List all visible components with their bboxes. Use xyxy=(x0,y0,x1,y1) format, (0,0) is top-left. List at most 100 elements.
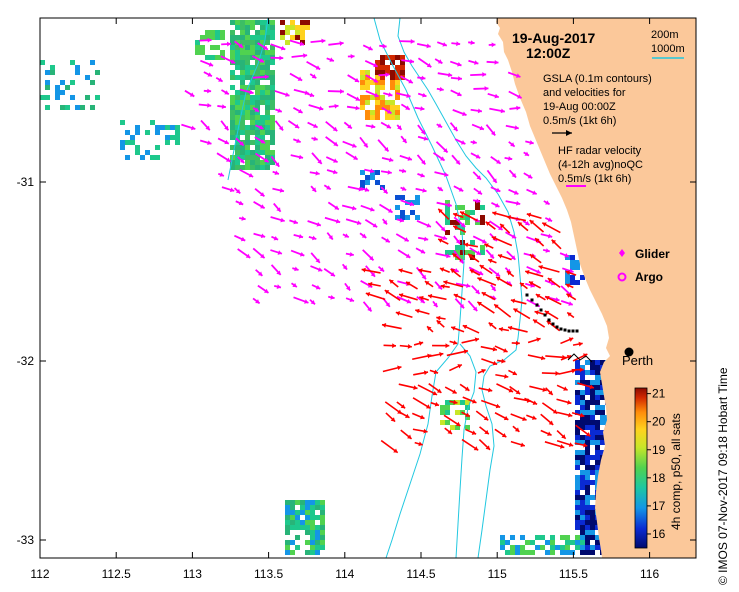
sst-pixel xyxy=(295,25,300,30)
sst-pixel xyxy=(585,535,590,540)
sst-pixel xyxy=(585,445,590,450)
hf-arrow-head xyxy=(351,143,357,148)
sst-pixel xyxy=(590,470,595,475)
hf-arrow-head xyxy=(316,222,321,227)
sst-pixel xyxy=(380,95,385,100)
gsla-arrow-head xyxy=(400,404,406,409)
sst-pixel xyxy=(570,280,575,285)
hf-arrow-head xyxy=(500,108,505,114)
sst-pixel xyxy=(465,415,470,420)
hf-arrow-head xyxy=(420,172,425,178)
gsla-arrow-head xyxy=(532,415,537,420)
sst-pixel xyxy=(585,505,590,510)
sst-pixel xyxy=(270,95,275,100)
sst-pixel xyxy=(375,75,380,80)
sst-pixel xyxy=(360,75,365,80)
sst-pixel xyxy=(285,30,290,35)
sst-pixel xyxy=(265,110,270,115)
hf-arrow-head xyxy=(318,105,324,111)
hf-arrow-head xyxy=(511,173,517,178)
sst-pixel xyxy=(230,30,235,35)
hf-arrow-head xyxy=(446,253,451,259)
gsla-legend-line1: GSLA (0.1m contours) xyxy=(543,73,652,85)
sst-pixel xyxy=(600,405,605,410)
lat-tick-label: -33 xyxy=(17,533,35,547)
sst-pixel xyxy=(580,275,585,280)
sst-pixel xyxy=(250,40,255,45)
sst-pixel xyxy=(570,260,575,265)
hf-arrow-head xyxy=(260,253,265,259)
sst-pixel xyxy=(215,45,220,50)
sst-pixel xyxy=(295,545,300,550)
gsla-arrow-head xyxy=(464,242,469,248)
sst-pixel xyxy=(585,410,590,415)
gsla-arrow-head xyxy=(455,421,461,426)
gsla-arrow-head xyxy=(427,293,433,299)
sst-pixel xyxy=(580,405,585,410)
sst-pixel xyxy=(230,35,235,40)
hf-arrow-head xyxy=(303,53,308,59)
sst-pixel xyxy=(575,465,580,470)
hf-arrow-head xyxy=(489,253,494,259)
sst-pixel xyxy=(240,100,245,105)
gsla-arrow-head xyxy=(540,355,546,361)
hf-legend-line1: HF radar velocity xyxy=(558,145,642,157)
hf-arrow-head xyxy=(462,111,467,117)
sst-pixel xyxy=(155,145,160,150)
sst-pixel xyxy=(515,550,520,555)
hf-arrow-head xyxy=(258,125,264,130)
sst-pixel xyxy=(300,525,305,530)
sst-pixel xyxy=(310,525,315,530)
hf-arrow-head xyxy=(385,238,390,243)
hf-arrow-head xyxy=(315,170,320,176)
sst-pixel xyxy=(170,125,175,130)
sst-pixel xyxy=(135,130,140,135)
sst-pixel xyxy=(410,210,415,215)
sst-pixel xyxy=(255,160,260,165)
sst-pixel xyxy=(255,40,260,45)
sst-pixel xyxy=(460,225,465,230)
sst-pixel xyxy=(520,535,525,540)
hf-arrow-head xyxy=(437,59,443,64)
sst-pixel xyxy=(45,105,50,110)
gsla-arrow-head xyxy=(544,310,550,315)
colorbar-tick-label: 20 xyxy=(652,415,666,429)
map-time-title: 12:00Z xyxy=(526,45,571,61)
sst-pixel xyxy=(310,500,315,505)
sst-pixel xyxy=(130,135,135,140)
hf-arrow-head xyxy=(420,129,426,135)
gsla-arrow-head xyxy=(492,360,498,366)
sst-pixel xyxy=(360,85,365,90)
sst-pixel xyxy=(545,540,550,545)
sst-pixel xyxy=(250,80,255,85)
sst-pixel xyxy=(455,425,460,430)
sst-pixel xyxy=(590,365,595,370)
sst-pixel xyxy=(260,130,265,135)
sst-pixel xyxy=(295,30,300,35)
hf-arrow-head xyxy=(490,131,496,136)
hf-arrow-head xyxy=(456,41,461,47)
sst-pixel xyxy=(365,70,370,75)
hf-arrow-head xyxy=(370,207,375,212)
sst-pixel xyxy=(550,535,555,540)
sst-pixel xyxy=(590,410,595,415)
hf-arrow-head xyxy=(402,138,407,143)
hf-arrow-head xyxy=(423,236,429,242)
sst-pixel xyxy=(250,120,255,125)
sst-pixel xyxy=(270,45,275,50)
sst-pixel xyxy=(270,30,275,35)
hf-arrow-head xyxy=(410,39,415,44)
sst-pixel xyxy=(265,30,270,35)
gsla-arrow-head xyxy=(519,282,525,287)
sst-pixel xyxy=(590,420,595,425)
sst-pixel xyxy=(585,400,590,405)
sst-pixel xyxy=(540,545,545,550)
hf-arrow-head xyxy=(280,217,285,223)
sst-pixel xyxy=(265,160,270,165)
hf-arrow-head xyxy=(260,204,265,209)
sst-pixel xyxy=(250,65,255,70)
sst-pixel xyxy=(595,370,600,375)
sst-pixel xyxy=(245,95,250,100)
sst-pixel xyxy=(285,25,290,30)
sst-pixel xyxy=(585,390,590,395)
